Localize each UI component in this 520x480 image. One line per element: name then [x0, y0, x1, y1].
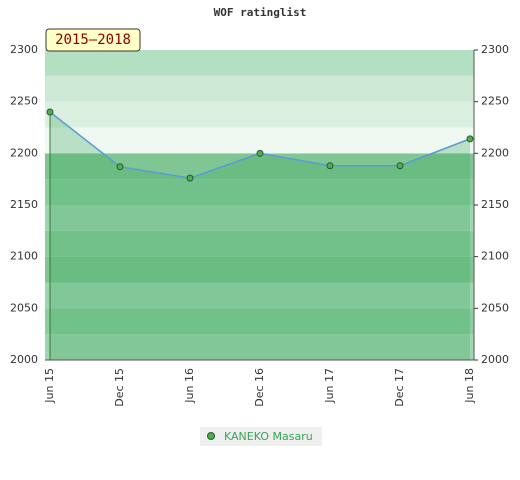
legend-label: KANEKO Masaru	[224, 430, 313, 443]
x-tick-label: Jun 17	[323, 368, 336, 404]
y-tick-label: 2000	[10, 353, 38, 366]
band	[45, 101, 474, 128]
band	[45, 308, 474, 335]
y-tick-label: 2100	[10, 250, 38, 263]
band	[45, 334, 474, 360]
y-tick-label-right: 2100	[481, 250, 509, 263]
point	[186, 174, 194, 182]
point	[46, 108, 54, 116]
x-tick-label: Dec 17	[393, 368, 406, 407]
x-tick-label: Dec 16	[253, 368, 266, 407]
x-tick-label: Jun 18	[463, 368, 476, 404]
point	[466, 135, 474, 143]
y-tick-label-right: 2000	[481, 353, 509, 366]
legend-box	[200, 427, 322, 446]
plot-area	[45, 50, 474, 360]
band	[45, 282, 474, 309]
band	[45, 127, 474, 154]
point	[396, 162, 404, 170]
y-tick-label: 2250	[10, 95, 38, 108]
band	[45, 50, 474, 76]
y-tick-label: 2300	[10, 43, 38, 56]
legend-marker	[207, 432, 215, 440]
x-tick-label: Dec 15	[113, 368, 126, 407]
band	[45, 256, 474, 283]
y-tick-label: 2150	[10, 198, 38, 211]
y-tick-label-right: 2200	[481, 146, 509, 159]
y-tick-label-right: 2150	[481, 198, 509, 211]
badge-box	[45, 28, 141, 52]
point	[256, 149, 264, 157]
band	[45, 75, 474, 102]
band	[45, 179, 474, 205]
y-tick-label-right: 2300	[481, 43, 509, 56]
y-tick-label-right: 2050	[481, 301, 509, 314]
y-tick-label-right: 2250	[481, 95, 509, 108]
y-tick-label: 2200	[10, 146, 38, 159]
band	[45, 230, 474, 257]
point	[116, 163, 124, 171]
band	[45, 205, 474, 231]
chart-title: WOF ratinglist	[214, 6, 307, 19]
x-tick-label: Jun 16	[183, 368, 196, 404]
point	[326, 162, 334, 170]
y-tick-label: 2050	[10, 301, 38, 314]
x-tick-label: Jun 15	[43, 368, 56, 404]
badge: 2015–2018	[55, 32, 131, 48]
area	[50, 112, 470, 360]
